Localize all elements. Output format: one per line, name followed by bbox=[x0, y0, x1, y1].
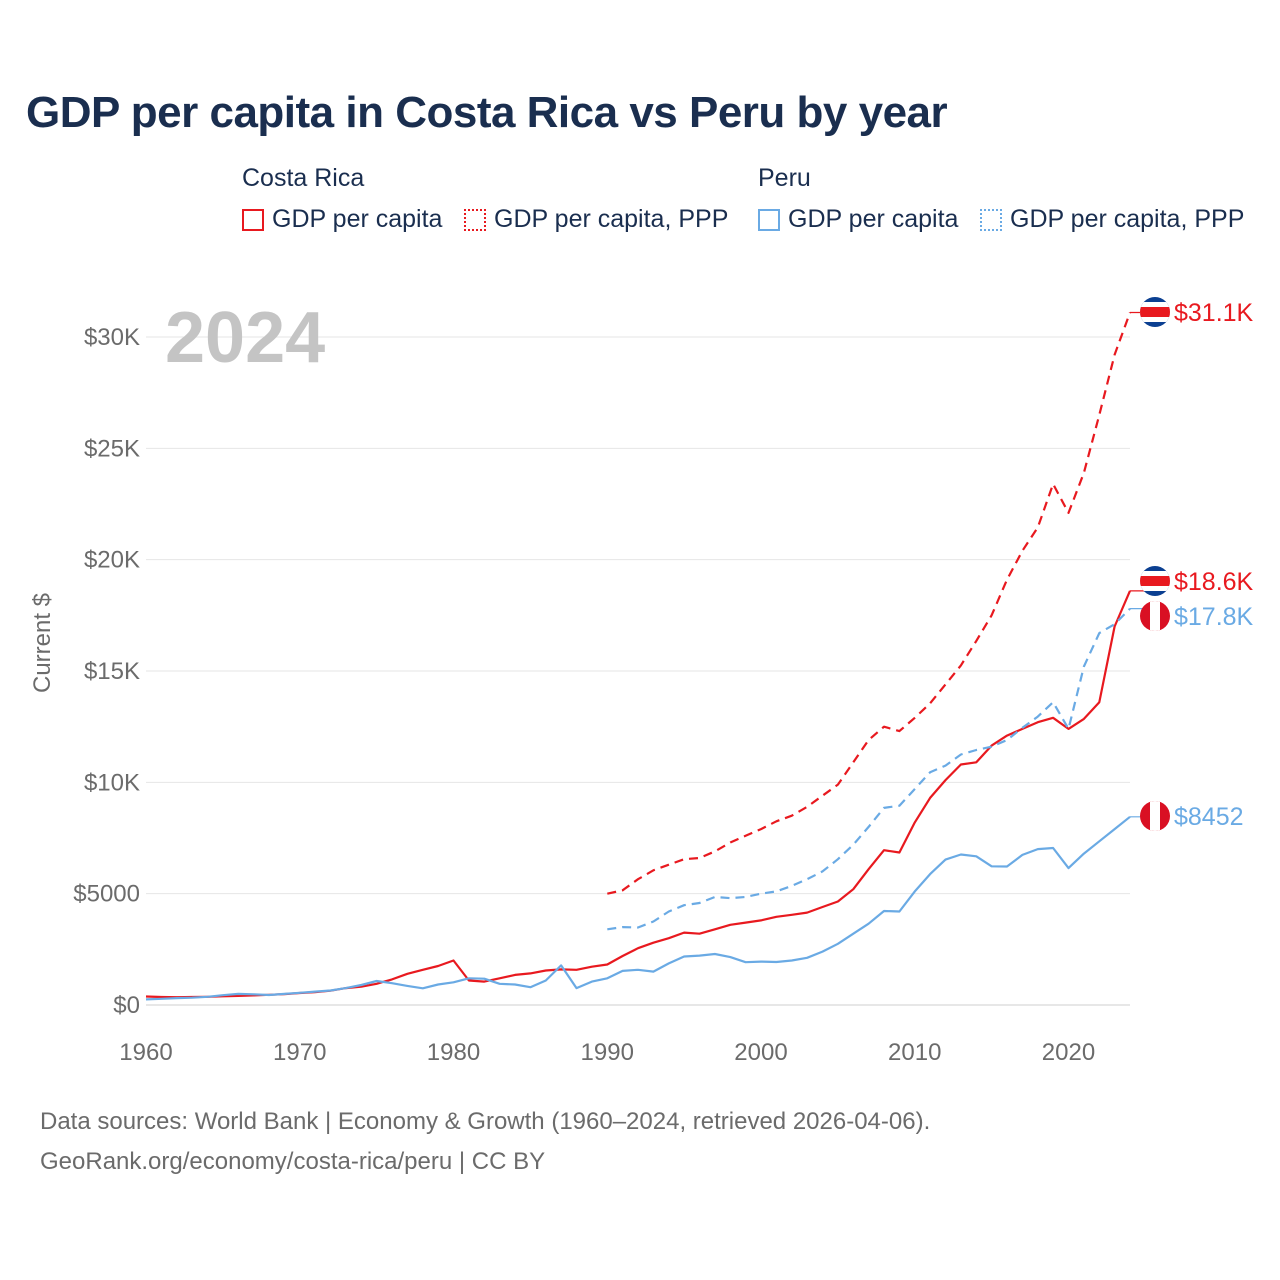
legend-item-costa-rica-gdp[interactable]: GDP per capita bbox=[242, 205, 442, 234]
y-tick-label: $5000 bbox=[73, 881, 140, 908]
grid-layer: $0 $5000 $10K $15K $20K $25K $30K 1960 1970 1980 1… bbox=[73, 324, 1130, 1066]
y-tick-label: $25K bbox=[84, 435, 140, 462]
y-axis-title: Current $ bbox=[29, 593, 56, 693]
y-tick-label: $20K bbox=[84, 547, 140, 574]
legend-label: GDP per capita bbox=[272, 205, 443, 233]
series-line-2[interactable] bbox=[145, 815, 1131, 1001]
peru-flag-icon bbox=[1140, 601, 1170, 631]
series-line-1[interactable] bbox=[607, 312, 1132, 895]
year-watermark: 2024 bbox=[165, 298, 325, 378]
x-tick-label: 2010 bbox=[888, 1039, 941, 1066]
x-tick-label: 1990 bbox=[581, 1039, 634, 1066]
legend-group-costa-rica: Costa Rica bbox=[242, 164, 365, 192]
footer-source: Data sources: World Bank | Economy & Gro… bbox=[40, 1108, 931, 1135]
legend-swatch-solid-red bbox=[242, 208, 264, 231]
legend-swatch-dotted-blue bbox=[980, 208, 1002, 231]
y-tick-label: $0 bbox=[113, 992, 140, 1019]
legend-label: GDP per capita bbox=[788, 205, 959, 233]
legend-item-peru-gdp[interactable]: GDP per capita bbox=[758, 205, 958, 234]
x-tick-label: 1960 bbox=[119, 1039, 172, 1066]
x-tick-label: 1980 bbox=[427, 1039, 480, 1066]
y-tick-label: $15K bbox=[84, 658, 140, 685]
series-line-0[interactable] bbox=[145, 590, 1132, 999]
legend-swatch-dotted-red bbox=[464, 208, 486, 231]
legend-group-peru: Peru bbox=[758, 164, 811, 192]
legend-item-peru-gdp-ppp[interactable]: GDP per capita, PPP bbox=[980, 205, 1244, 234]
footer-attribution[interactable]: GeoRank.org/economy/costa-rica/peru | CC… bbox=[40, 1148, 546, 1175]
legend-item-costa-rica-gdp-ppp[interactable]: GDP per capita, PPP bbox=[464, 205, 728, 234]
costa-rica-flag-icon bbox=[1140, 566, 1170, 596]
y-tick-label: $10K bbox=[84, 769, 140, 796]
x-tick-label: 2020 bbox=[1042, 1039, 1095, 1066]
series-end-label: $8452 bbox=[1174, 803, 1244, 831]
x-tick-label: 2000 bbox=[734, 1039, 787, 1066]
legend-label: GDP per capita, PPP bbox=[1010, 205, 1245, 233]
y-tick-label: $30K bbox=[84, 324, 140, 351]
legend-label: GDP per capita, PPP bbox=[494, 205, 729, 233]
series-line-3[interactable] bbox=[607, 607, 1131, 931]
marker-layer: $31.1K $18.6K $17.8K $8452 bbox=[1130, 297, 1254, 831]
series-end-label: $17.8K bbox=[1174, 603, 1254, 631]
page-title: GDP per capita in Costa Rica vs Peru by … bbox=[26, 88, 948, 137]
series-end-label: $18.6K bbox=[1174, 568, 1254, 596]
series-layer bbox=[145, 312, 1132, 1001]
costa-rica-flag-icon bbox=[1140, 297, 1170, 327]
x-tick-label: 1970 bbox=[273, 1039, 326, 1066]
legend-swatch-solid-blue bbox=[758, 208, 780, 231]
series-end-label: $31.1K bbox=[1174, 299, 1254, 327]
peru-flag-icon bbox=[1140, 801, 1170, 831]
